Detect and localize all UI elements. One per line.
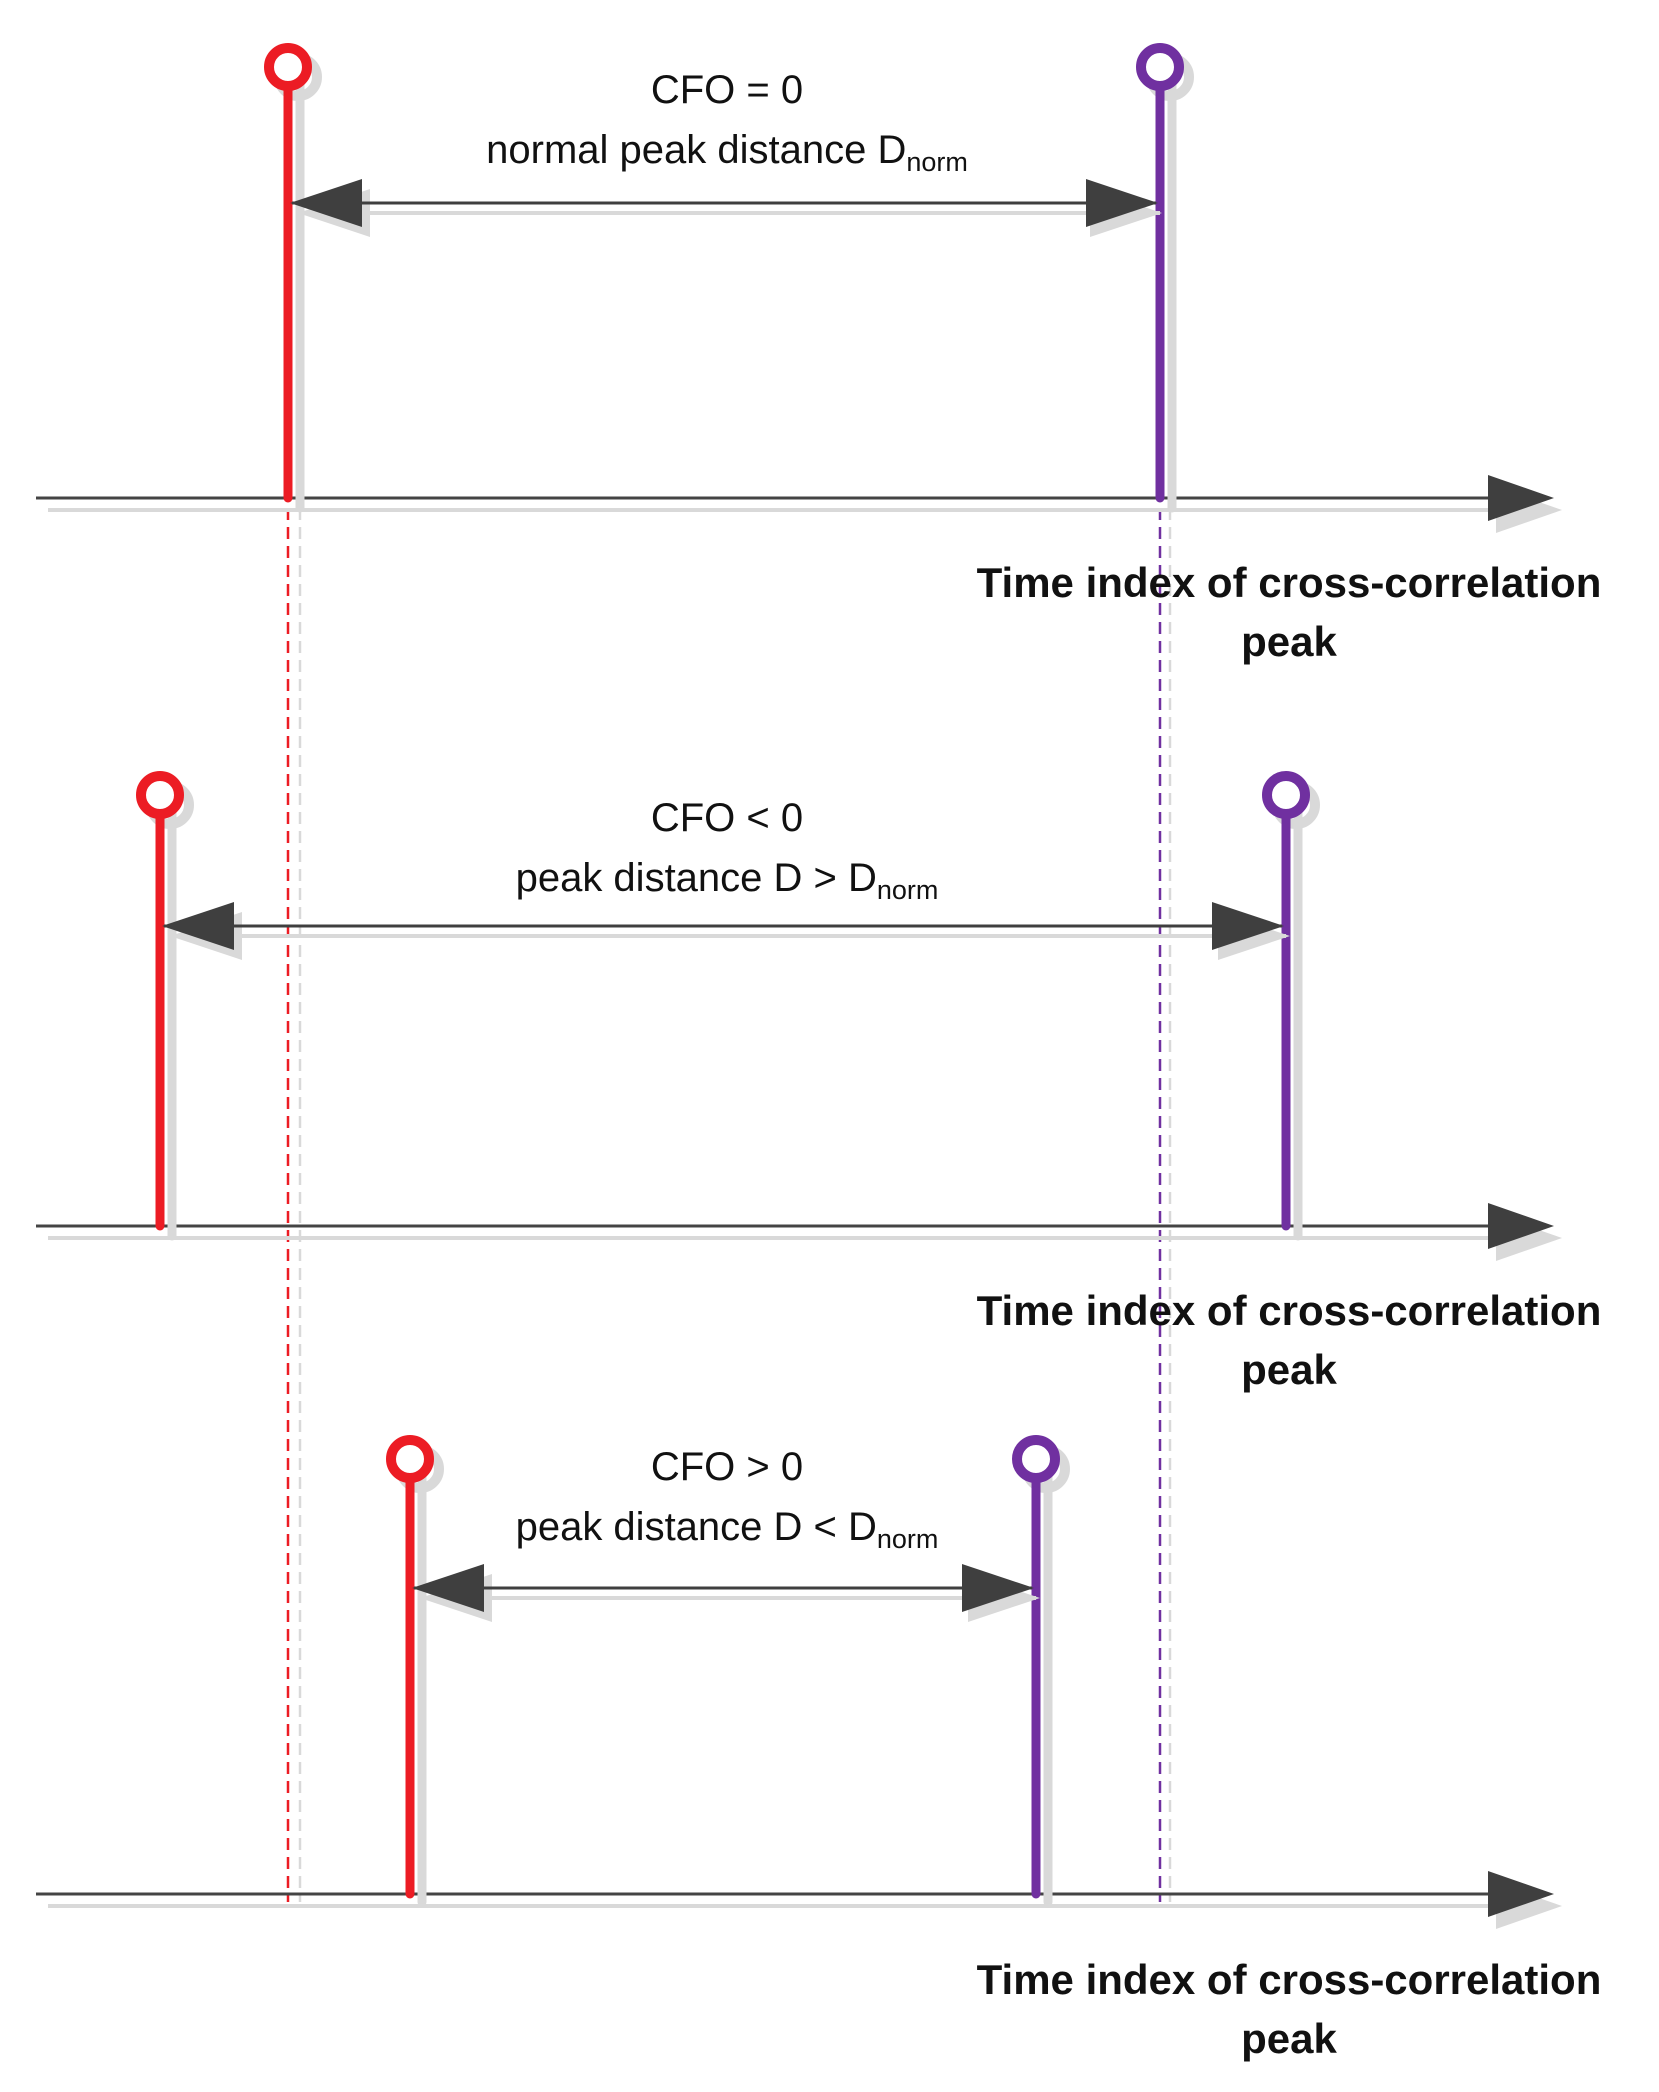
peak-distance-label: peak distance D > Dnorm <box>516 856 939 905</box>
arrowhead-left <box>162 902 234 950</box>
peak-distance-label: normal peak distance Dnorm <box>486 128 968 177</box>
time-axis <box>36 475 1562 533</box>
axis-label-line1: Time index of cross-correlation <box>977 1956 1602 2003</box>
axis-arrowhead <box>1488 1203 1554 1249</box>
axis-label-line2: peak <box>1241 2015 1337 2062</box>
arrowhead-right <box>1212 902 1284 950</box>
time-axis <box>36 1203 1562 1261</box>
peak-distance-arrow <box>412 1564 1040 1622</box>
peak-distance-label: peak distance D < Dnorm <box>516 1505 939 1554</box>
cfo-condition-label: CFO = 0 <box>651 68 803 112</box>
second-peak <box>1262 771 1320 1241</box>
second-peak-marker <box>1136 43 1184 91</box>
first-peak <box>386 1435 444 1907</box>
second-peak-marker <box>1262 771 1310 819</box>
arrowhead-right <box>962 1564 1034 1612</box>
first-peak-marker <box>136 771 184 819</box>
axis-label-line1: Time index of cross-correlation <box>977 1287 1602 1334</box>
peak-distance-arrow <box>290 179 1162 237</box>
axis-arrowhead <box>1488 475 1554 521</box>
time-axis <box>36 1871 1562 1929</box>
first-peak <box>136 771 194 1241</box>
arrowhead-right <box>1086 179 1158 227</box>
peak-distance-arrow <box>162 902 1290 960</box>
second-peak <box>1012 1435 1070 1907</box>
panel-cfo-positive: CFO > 0 peak distance D < Dnorm Time ind… <box>36 1435 1602 2062</box>
axis-label-line1: Time index of cross-correlation <box>977 559 1602 606</box>
arrowhead-left <box>412 1564 484 1612</box>
cfo-condition-label: CFO < 0 <box>651 796 803 840</box>
second-peak <box>1136 43 1194 513</box>
cfo-condition-label: CFO > 0 <box>651 1445 803 1489</box>
axis-label-line2: peak <box>1241 1346 1337 1393</box>
second-peak-marker <box>1012 1435 1060 1483</box>
first-peak-marker <box>264 43 312 91</box>
axis-label-line2: peak <box>1241 618 1337 665</box>
axis-arrowhead <box>1488 1871 1554 1917</box>
panel-cfo-zero: CFO = 0 normal peak distance Dnorm Time … <box>36 43 1602 665</box>
reference-lines <box>286 508 1172 1902</box>
first-peak-marker <box>386 1435 434 1483</box>
arrowhead-left <box>290 179 362 227</box>
first-peak <box>264 43 322 513</box>
panel-cfo-negative: CFO < 0 peak distance D > Dnorm Time ind… <box>36 771 1602 1393</box>
